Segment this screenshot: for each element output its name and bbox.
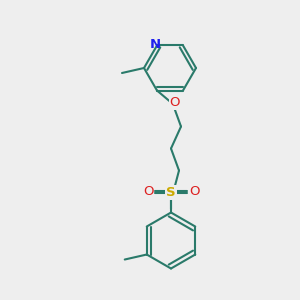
- Text: N: N: [149, 38, 161, 51]
- Text: O: O: [170, 96, 180, 109]
- Text: S: S: [166, 186, 176, 199]
- Text: O: O: [189, 185, 199, 198]
- Text: O: O: [143, 185, 153, 198]
